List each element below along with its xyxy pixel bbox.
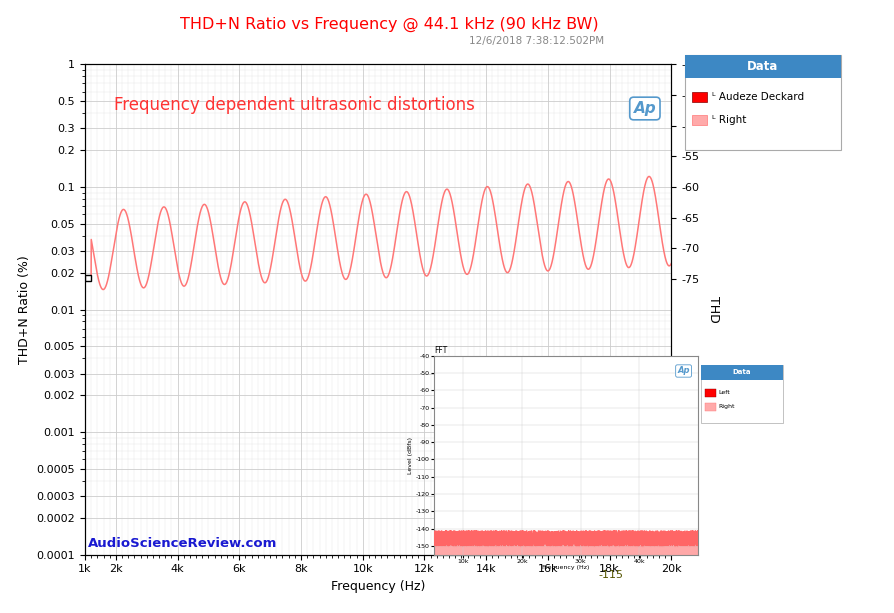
Text: -115: -115 [598, 570, 623, 580]
Text: Data: Data [732, 370, 750, 375]
Text: AudioScienceReview.com: AudioScienceReview.com [88, 537, 277, 550]
Text: ᴸ Audeze Deckard: ᴸ Audeze Deckard [711, 92, 803, 102]
X-axis label: Frequency (Hz): Frequency (Hz) [331, 580, 425, 593]
X-axis label: Frequency (Hz): Frequency (Hz) [542, 565, 589, 570]
Text: Ap: Ap [677, 367, 689, 376]
Text: THD+N Ratio vs Frequency @ 44.1 kHz (90 kHz BW): THD+N Ratio vs Frequency @ 44.1 kHz (90 … [180, 17, 598, 32]
Text: Frequency dependent ultrasonic distortions: Frequency dependent ultrasonic distortio… [114, 96, 475, 114]
Text: Left: Left [718, 390, 730, 395]
Text: FFT: FFT [434, 346, 447, 356]
Y-axis label: THD+N Ratio (%): THD+N Ratio (%) [18, 255, 31, 364]
Text: Data: Data [746, 60, 778, 73]
Y-axis label: THD: THD [706, 296, 719, 323]
Text: Right: Right [718, 404, 734, 409]
Text: ᴸ Right: ᴸ Right [711, 115, 745, 124]
Text: Ap: Ap [633, 101, 655, 116]
Y-axis label: Level (dBfs): Level (dBfs) [408, 436, 413, 474]
Text: 12/6/2018 7:38:12.502PM: 12/6/2018 7:38:12.502PM [469, 36, 603, 45]
